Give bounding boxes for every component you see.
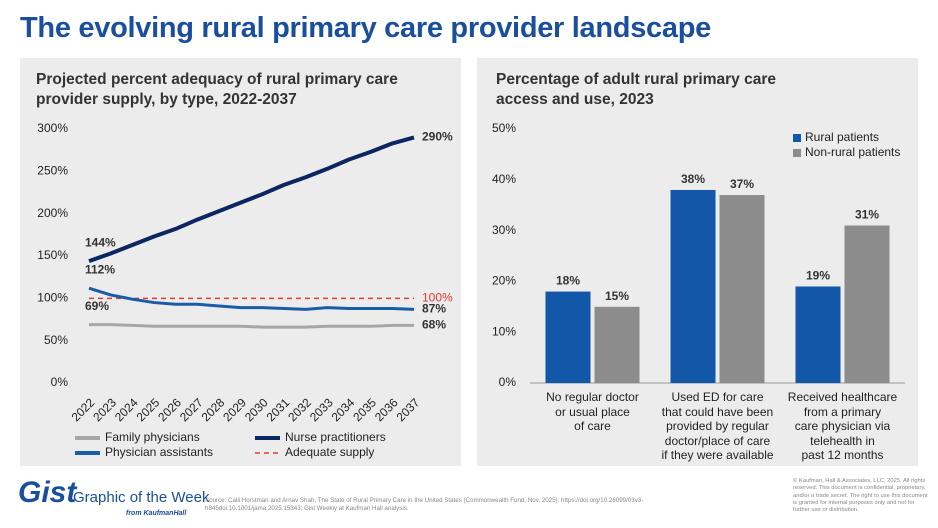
slide-title: The evolving rural primary care provider… (20, 12, 711, 44)
data-label: 18% (556, 274, 580, 288)
y-tick-label: 40% (492, 172, 516, 186)
legend-label: Physician assistants (105, 445, 213, 459)
bar (719, 195, 765, 383)
y-tick-label: 50% (44, 333, 68, 347)
data-label: 112% (85, 262, 115, 276)
data-label: 144% (85, 235, 116, 249)
source-note: Source: Calli Horstman and Arnav Shah, T… (205, 497, 644, 512)
y-tick-label: 300% (37, 121, 68, 135)
brand-logo: Gist (18, 476, 77, 509)
chart-title: Projected percent adequacy of rural prim… (36, 71, 398, 108)
bar (594, 306, 640, 383)
legend-swatch (793, 134, 801, 142)
series-line (88, 135, 415, 263)
legend-label: Adequate supply (285, 445, 374, 459)
bar (844, 225, 890, 383)
bar (545, 291, 591, 383)
x-tick-label: No regular doctor or usual place of care (546, 390, 639, 433)
y-tick-label: 200% (37, 206, 68, 220)
y-tick-label: 10% (492, 324, 516, 338)
data-label: 15% (605, 289, 629, 303)
legend-label: Family physicians (105, 430, 200, 444)
data-label: 31% (855, 208, 879, 222)
y-tick-label: 30% (492, 223, 516, 237)
brand-tagline: Graphic of the Week (73, 489, 210, 506)
x-tick-label: Used ED for care that could have been pr… (661, 390, 774, 462)
legend-label: Rural patients (805, 130, 879, 144)
data-label: 100% (422, 291, 453, 305)
chart-title: Percentage of adult rural primary care a… (496, 71, 776, 108)
series-line (88, 286, 415, 311)
data-label: 87% (422, 302, 446, 316)
y-tick-label: 0% (51, 375, 69, 389)
legend-label: Non-rural patients (805, 145, 900, 159)
y-tick-label: 150% (37, 248, 68, 262)
data-label: 69% (85, 299, 109, 313)
x-tick-label: Received healthcare from a primary care … (787, 390, 898, 462)
panel (20, 58, 461, 466)
bar (795, 286, 841, 383)
legend-swatch (793, 149, 801, 157)
y-tick-label: 250% (37, 164, 68, 178)
brand-from: from KaufmanHall (126, 510, 187, 517)
y-tick-label: 0% (499, 375, 517, 389)
data-label: 68% (422, 318, 446, 332)
series-line (89, 323, 414, 329)
data-label: 290% (422, 130, 453, 144)
y-tick-label: 100% (37, 291, 68, 305)
y-tick-label: 20% (492, 274, 516, 288)
data-label: 38% (681, 172, 705, 186)
data-label: 19% (806, 269, 830, 283)
bar (670, 189, 716, 383)
y-tick-label: 50% (492, 121, 516, 135)
legend-label: Nurse practitioners (285, 430, 386, 444)
data-label: 37% (730, 177, 754, 191)
copyright: © Kaufman, Hall & Associates, LLC, 2025.… (793, 478, 928, 514)
